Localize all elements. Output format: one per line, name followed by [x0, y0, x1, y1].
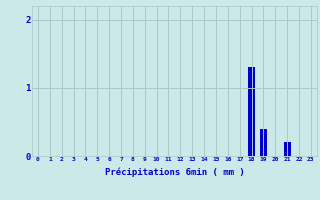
Bar [260, 129, 267, 156]
X-axis label: Précipitations 6min ( mm ): Précipitations 6min ( mm ) [105, 168, 244, 177]
Bar [248, 67, 255, 156]
Bar [284, 142, 291, 156]
